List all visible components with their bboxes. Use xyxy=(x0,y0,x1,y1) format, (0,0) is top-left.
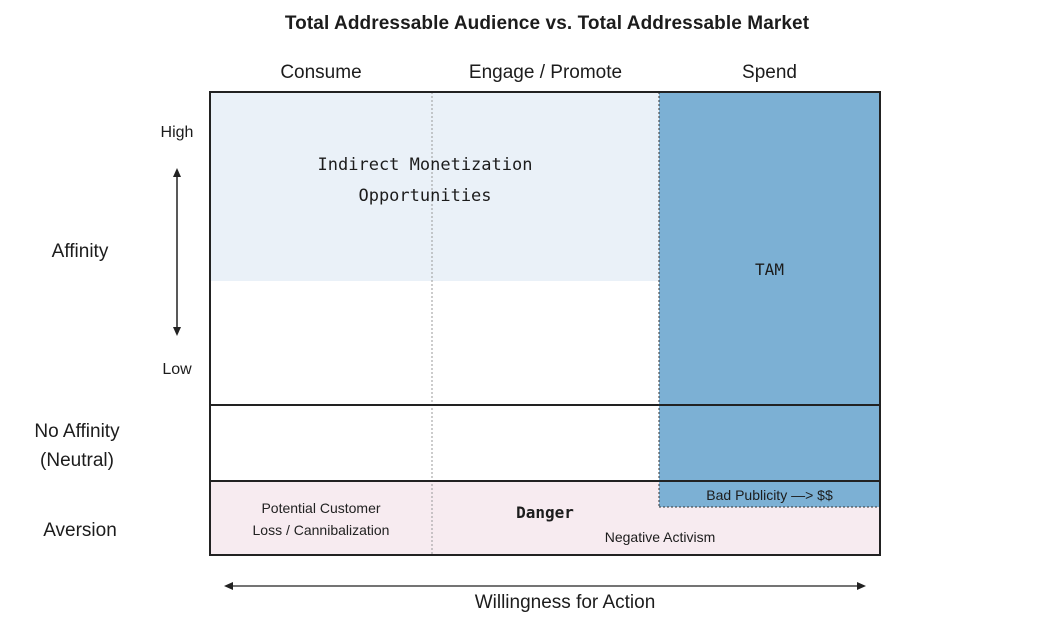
column-header-spend: Spend xyxy=(742,62,797,83)
aversion-region-right xyxy=(659,507,880,555)
negative-activism-label: Negative Activism xyxy=(604,529,716,545)
willingness-arrow-head-right xyxy=(857,582,866,590)
column-header-consume: Consume xyxy=(280,62,362,83)
affinity-arrow-head-down xyxy=(173,327,181,336)
diagram-border xyxy=(209,91,881,556)
aversion-region-left xyxy=(210,481,659,555)
indirect-monetization-region xyxy=(210,92,659,281)
affinity-arrow-head-up xyxy=(173,168,181,177)
column-header-engage-promote: Engage / Promote xyxy=(468,62,623,83)
willingness-arrow-head-left xyxy=(224,582,233,590)
x-axis-label: Willingness for Action xyxy=(474,592,656,613)
row-label-aversion: Aversion xyxy=(43,520,117,541)
axis-label-high: High xyxy=(160,124,194,141)
potential-customer-loss-line2: Loss / Cannibalization xyxy=(252,522,390,538)
potential-customer-loss-label: Potential Customer Loss / Cannibalizatio… xyxy=(214,497,428,541)
bad-publicity-label: Bad Publicity —> $$ xyxy=(706,487,833,503)
danger-label: Danger xyxy=(516,503,574,522)
indirect-monetization-label: Indirect Monetization Opportunities xyxy=(270,150,580,212)
tam-label: TAM xyxy=(755,260,784,279)
indirect-monetization-label-line1: Indirect Monetization xyxy=(317,155,533,175)
indirect-monetization-label-line2: Opportunities xyxy=(358,186,492,206)
row-label-no-affinity-line1: No Affinity xyxy=(34,421,120,442)
tam-region xyxy=(659,92,880,507)
potential-customer-loss-line1: Potential Customer xyxy=(261,500,381,516)
diagram-title: Total Addressable Audience vs. Total Add… xyxy=(284,13,810,34)
axis-label-low: Low xyxy=(162,361,192,378)
row-label-no-affinity-line2: (Neutral) xyxy=(40,450,114,471)
row-label-no-affinity: No Affinity (Neutral) xyxy=(12,417,142,475)
row-label-affinity: Affinity xyxy=(51,241,109,262)
